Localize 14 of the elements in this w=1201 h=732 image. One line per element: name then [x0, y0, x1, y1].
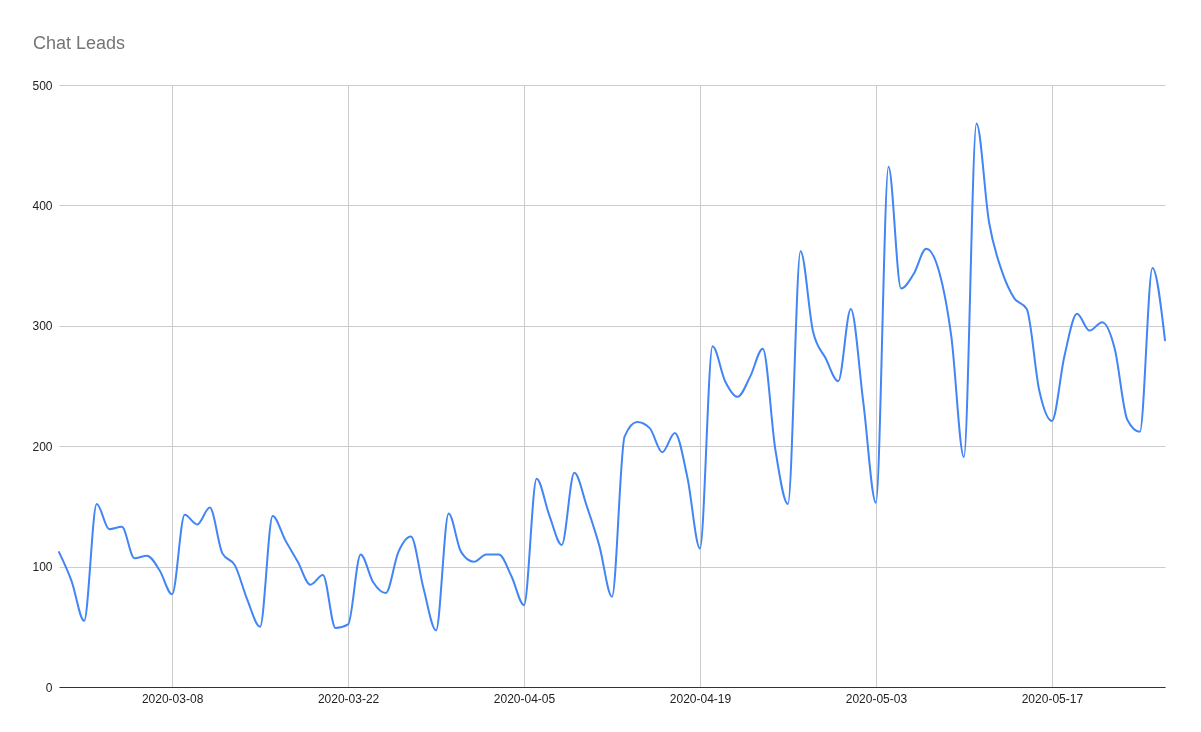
- x-tick-label: 2020-03-08: [141, 691, 204, 706]
- y-tick-label: 300: [32, 319, 53, 334]
- x-tick-label: 2020-05-03: [845, 691, 908, 706]
- x-tick-label: 2020-04-05: [493, 691, 556, 706]
- x-tick-label: 2020-04-19: [669, 691, 732, 706]
- x-tick-label: 2020-03-22: [317, 691, 380, 706]
- x-tick-label: 2020-05-17: [1021, 691, 1084, 706]
- y-tick-label: 100: [32, 560, 53, 575]
- line-series: [58, 122, 1166, 632]
- y-tick-label: 500: [32, 78, 53, 93]
- y-tick-label: 400: [32, 198, 53, 213]
- y-tick-label: 0: [45, 680, 53, 695]
- y-tick-label: 200: [32, 439, 53, 454]
- chart-title: Chat Leads: [33, 33, 126, 53]
